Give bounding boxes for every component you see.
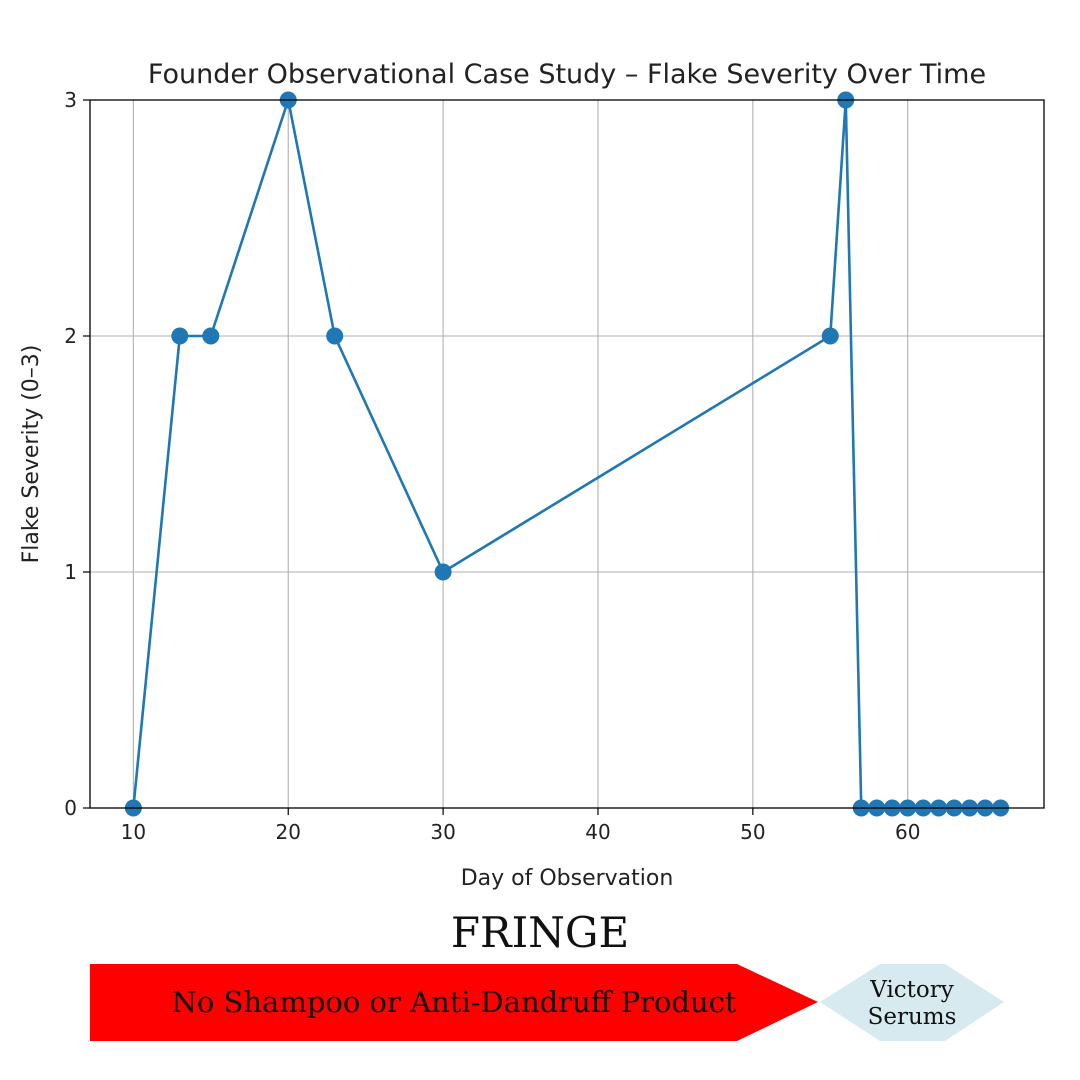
data-point bbox=[326, 327, 344, 345]
y-tick-label: 2 bbox=[64, 324, 77, 348]
brand-logo: FRINGE bbox=[451, 908, 629, 957]
phase-label-no-shampoo: No Shampoo or Anti-Dandruff Product bbox=[171, 985, 736, 1019]
x-tick-label: 10 bbox=[121, 820, 146, 844]
x-tick-label: 50 bbox=[740, 820, 765, 844]
chart-title: Founder Observational Case Study – Flake… bbox=[148, 59, 986, 90]
y-axis-label: Flake Severity (0–3) bbox=[19, 345, 44, 564]
series-line bbox=[132, 94, 1001, 810]
series-points bbox=[124, 91, 1010, 817]
data-point bbox=[171, 327, 189, 345]
phase-arrow-no-shampoo bbox=[90, 964, 818, 1041]
x-axis-label: Day of Observation bbox=[461, 866, 674, 891]
y-tick-label: 0 bbox=[64, 796, 77, 820]
x-tick-label: 20 bbox=[276, 820, 301, 844]
data-point bbox=[202, 327, 220, 345]
phase-hexagon-victory-serums bbox=[820, 964, 1004, 1041]
plot-frame bbox=[89, 99, 1045, 809]
x-tick-label: 60 bbox=[895, 820, 920, 844]
phase-label-victory: Victory bbox=[869, 977, 954, 1003]
x-tick-label: 30 bbox=[430, 820, 455, 844]
data-point bbox=[821, 327, 839, 345]
data-point bbox=[434, 563, 452, 581]
y-tick-label: 3 bbox=[64, 88, 77, 112]
x-tick-label: 40 bbox=[585, 820, 610, 844]
ticks: 10 20 30 40 50 60 0 1 2 3 bbox=[64, 88, 920, 844]
phase-label-serums: Serums bbox=[868, 1004, 957, 1030]
y-tick-label: 1 bbox=[64, 560, 77, 584]
grid bbox=[90, 99, 1044, 809]
